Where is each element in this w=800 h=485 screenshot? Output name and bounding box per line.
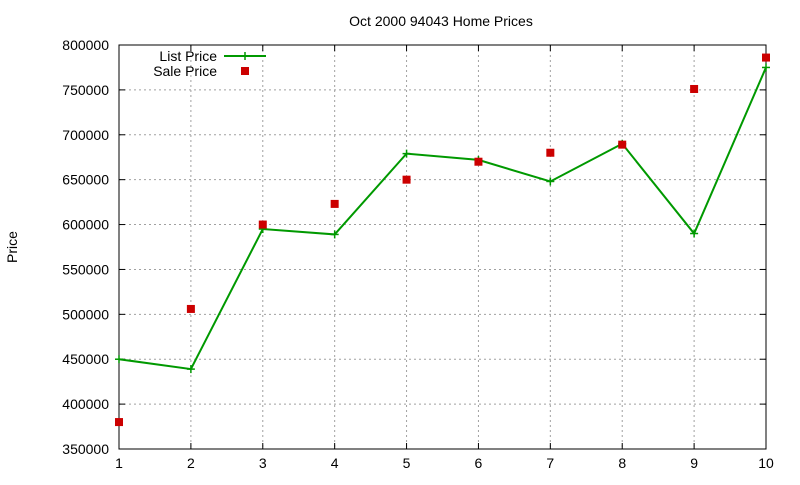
data-point [618,140,627,149]
x-tick-label: 8 [618,455,626,471]
y-tick-label: 750000 [62,82,109,98]
legend-label: List Price [159,48,217,64]
y-tick-label: 550000 [62,261,109,277]
data-point [690,229,699,238]
series-list-price [115,63,770,374]
data-point [546,177,555,186]
data-point [402,175,411,184]
axis-ticks: 1 2 3 4 5 6 7 8 9 10 350000 400000 450000 500000 55000… [62,37,774,471]
series-sale-price [115,53,770,427]
y-tick-label: 600000 [62,217,109,233]
legend-marker [241,52,249,60]
y-tick-label: 800000 [62,37,109,53]
data-point [330,199,339,208]
data-point [186,304,195,313]
y-axis-label: Price [4,231,20,263]
chart-title: Oct 2000 94043 Home Prices [349,13,533,29]
y-tick-label: 450000 [62,351,109,367]
data-point [474,157,483,166]
data-point [762,53,770,62]
data-point [690,84,699,93]
x-tick-label: 9 [690,455,698,471]
legend-label: Sale Price [153,63,217,79]
x-tick-label: 1 [115,455,123,471]
y-tick-label: 700000 [62,127,109,143]
y-tick-label: 350000 [62,441,109,457]
data-point [115,418,123,427]
data-point [546,148,555,157]
x-tick-label: 7 [546,455,554,471]
data-point [330,230,339,239]
grid [119,45,766,449]
x-tick-label: 3 [259,455,267,471]
x-tick-label: 4 [331,455,339,471]
data-point [115,355,123,364]
data-point [186,365,195,374]
x-tick-label: 10 [758,455,774,471]
y-tick-label: 500000 [62,306,109,322]
y-tick-label: 650000 [62,172,109,188]
y-tick-label: 400000 [62,396,109,412]
plot-frame [118,44,767,450]
series-line [118,67,767,371]
x-tick-label: 6 [475,455,483,471]
x-tick-label: 5 [403,455,411,471]
x-tick-label: 2 [187,455,195,471]
series [115,53,770,427]
data-point [258,220,267,229]
legend-marker [241,67,249,75]
data-point [402,149,411,158]
data-point [762,63,770,72]
